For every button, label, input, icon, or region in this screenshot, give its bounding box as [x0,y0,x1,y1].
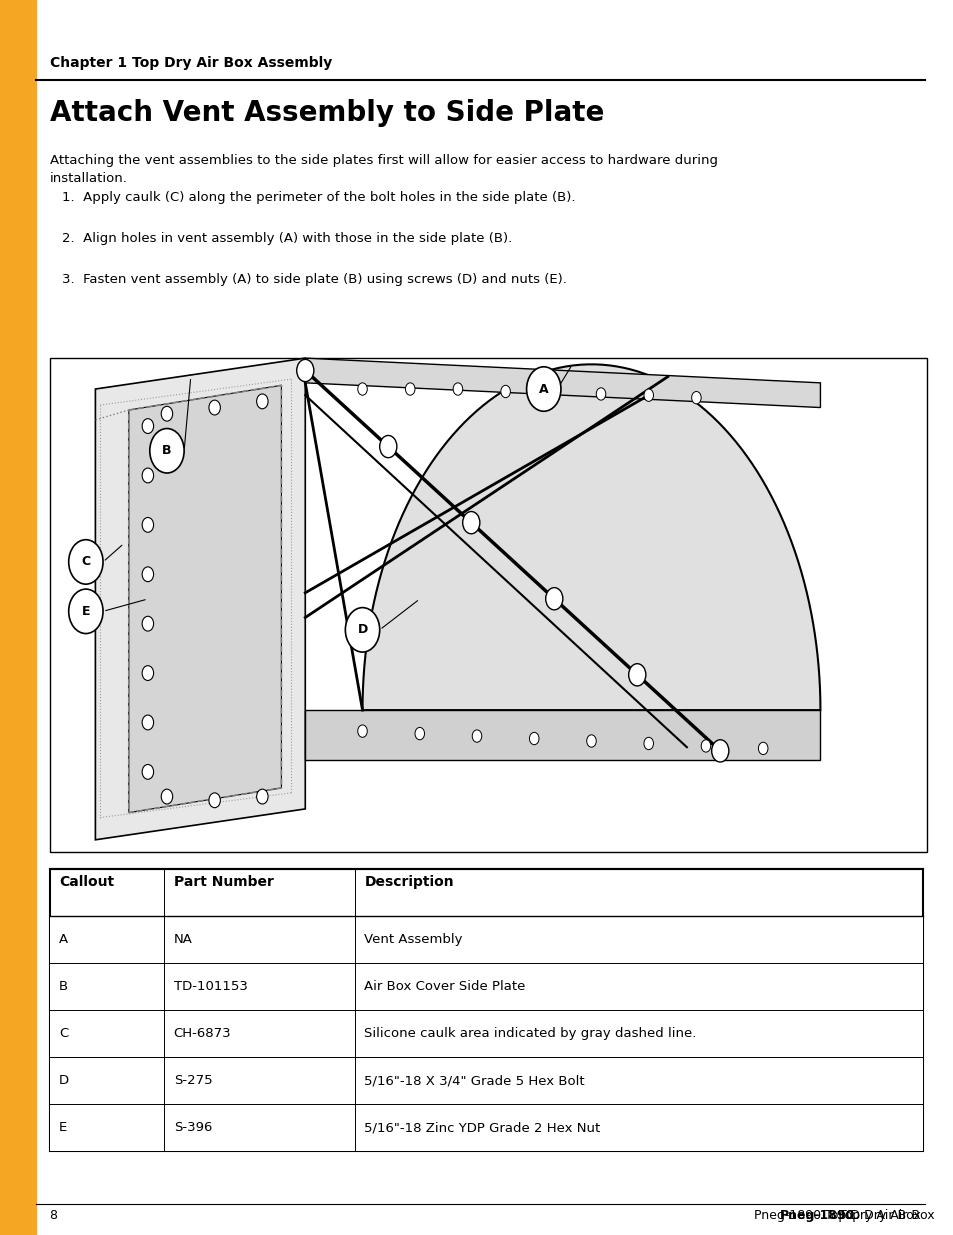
Circle shape [357,725,367,737]
Circle shape [462,511,479,534]
Text: C: C [59,1028,69,1040]
Circle shape [296,359,314,382]
Text: Vent Assembly: Vent Assembly [364,934,462,946]
Text: Attaching the vent assemblies to the side plates first will allow for easier acc: Attaching the vent assemblies to the sid… [50,154,717,185]
Circle shape [142,715,153,730]
Text: Callout: Callout [59,874,114,889]
Bar [50,1057,923,1104]
Circle shape [142,764,153,779]
Circle shape [142,616,153,631]
Circle shape [526,367,560,411]
Text: Pneg-1890 Top Dry Air Box: Pneg-1890 Top Dry Air Box [753,1209,920,1221]
Text: Air Box Cover Side Plate: Air Box Cover Side Plate [364,981,525,993]
Circle shape [150,429,184,473]
Text: NA: NA [173,934,193,946]
Text: Silicone caulk area indicated by gray dashed line.: Silicone caulk area indicated by gray da… [364,1028,696,1040]
Circle shape [529,732,538,745]
Text: E: E [59,1121,68,1134]
Circle shape [691,391,700,404]
Circle shape [700,740,710,752]
Text: S-275: S-275 [173,1074,212,1087]
Text: 3.  Fasten vent assembly (A) to side plate (B) using screws (D) and nuts (E).: 3. Fasten vent assembly (A) to side plat… [62,273,566,287]
Circle shape [69,589,103,634]
Circle shape [161,406,172,421]
Text: Chapter 1 Top Dry Air Box Assembly: Chapter 1 Top Dry Air Box Assembly [50,56,332,69]
Circle shape [453,383,462,395]
Polygon shape [305,358,820,408]
Circle shape [643,389,653,401]
Circle shape [209,400,220,415]
Bar [50,963,923,1010]
Circle shape [586,735,596,747]
Text: 5/16"-18 Zinc YDP Grade 2 Hex Nut: 5/16"-18 Zinc YDP Grade 2 Hex Nut [364,1121,600,1134]
Circle shape [256,394,268,409]
Text: D: D [59,1074,70,1087]
Bar [0,0,36,1235]
Text: Description: Description [364,874,454,889]
Polygon shape [362,364,820,710]
Circle shape [545,588,562,610]
Text: Attach Vent Assembly to Side Plate: Attach Vent Assembly to Side Plate [50,99,603,127]
Circle shape [142,419,153,433]
Circle shape [711,740,728,762]
Bar [50,1104,923,1151]
Polygon shape [95,358,305,840]
Bar [50,869,923,1151]
Circle shape [357,383,367,395]
Circle shape [596,388,605,400]
Circle shape [379,436,396,458]
Text: C: C [81,556,91,568]
Circle shape [643,737,653,750]
Text: D: D [357,624,367,636]
Text: CH-6873: CH-6873 [173,1028,231,1040]
Circle shape [500,385,510,398]
Bar [50,358,926,852]
Text: Top Dry Air Box: Top Dry Air Box [834,1209,933,1221]
Text: E: E [82,605,90,618]
Bar [50,1010,923,1057]
Circle shape [628,663,645,685]
Text: 5/16"-18 X 3/4" Grade 5 Hex Bolt: 5/16"-18 X 3/4" Grade 5 Hex Bolt [364,1074,584,1087]
Circle shape [405,383,415,395]
Text: Part Number: Part Number [173,874,274,889]
Circle shape [142,567,153,582]
Circle shape [472,730,481,742]
Circle shape [161,789,172,804]
Polygon shape [305,710,820,760]
Circle shape [142,517,153,532]
Circle shape [548,387,558,399]
Circle shape [142,468,153,483]
Circle shape [758,742,767,755]
Text: TD-101153: TD-101153 [173,981,247,993]
Text: A: A [59,934,69,946]
Text: 8: 8 [50,1209,57,1221]
Circle shape [142,666,153,680]
Text: 1.  Apply caulk (C) along the perimeter of the bolt holes in the side plate (B).: 1. Apply caulk (C) along the perimeter o… [62,191,575,205]
Circle shape [209,793,220,808]
Text: A: A [538,383,548,395]
Circle shape [256,789,268,804]
Circle shape [69,540,103,584]
Polygon shape [129,385,281,813]
Text: B: B [59,981,69,993]
Text: 2.  Align holes in vent assembly (A) with those in the side plate (B).: 2. Align holes in vent assembly (A) with… [62,232,512,246]
Text: Pneg-1890: Pneg-1890 [780,1209,855,1221]
Text: S-396: S-396 [173,1121,212,1134]
Circle shape [415,727,424,740]
Text: B: B [162,445,172,457]
Circle shape [345,608,379,652]
Bar [50,916,923,963]
